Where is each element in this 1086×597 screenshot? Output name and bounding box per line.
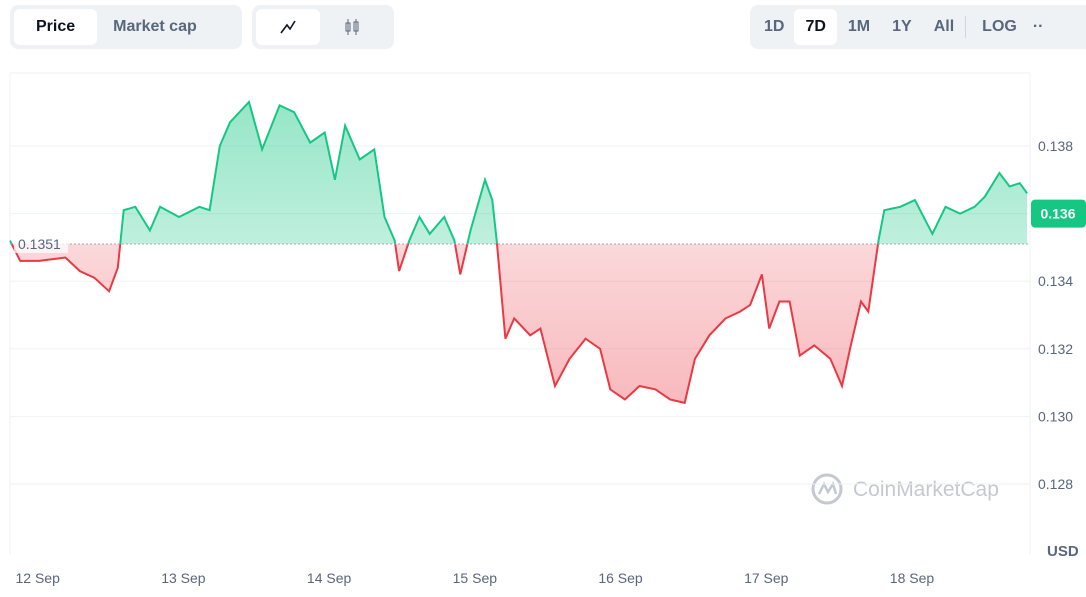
log-button[interactable]: LOG	[982, 18, 1017, 35]
y-tick-label: 0.134	[1038, 273, 1073, 289]
x-tick-label: 17 Sep	[744, 570, 789, 586]
y-tick-label: 0.138	[1038, 138, 1073, 154]
price-button[interactable]: Price	[14, 9, 98, 45]
candle-style-button[interactable]	[320, 9, 384, 45]
current-price-label: 0.136	[1040, 206, 1075, 222]
baseline-label: 0.1351	[18, 236, 61, 252]
watermark-text: CoinMarketCap	[853, 478, 999, 501]
area-down	[11, 244, 879, 403]
range-button[interactable]: All	[933, 18, 955, 35]
x-tick-label: 14 Sep	[307, 570, 352, 586]
price-line-up	[9, 100, 1028, 245]
range-button[interactable]: 1Y	[892, 18, 912, 35]
price-line-down	[10, 244, 880, 405]
y-tick-label: 0.136	[1038, 206, 1073, 222]
divider	[965, 16, 967, 38]
watermark: CoinMarketCap	[811, 473, 999, 505]
y-tick-label: 0.130	[1038, 408, 1073, 424]
x-tick-label: 12 Sep	[15, 570, 60, 586]
current-price-tag	[1031, 199, 1086, 228]
more-button[interactable]: ··	[1032, 18, 1044, 35]
unit-label: USD	[1047, 543, 1079, 560]
style-toggle	[252, 5, 394, 49]
x-tick-label: 15 Sep	[453, 570, 498, 586]
range-toggle: 1D 7D 1M 1Y All LOG ··	[750, 5, 1086, 49]
x-tick-label: 13 Sep	[161, 570, 206, 586]
y-tick-label: 0.132	[1038, 341, 1073, 357]
market-cap-button[interactable]: Market cap	[113, 18, 197, 35]
area-up	[10, 102, 1028, 245]
x-tick-label: 16 Sep	[598, 570, 643, 586]
range-button[interactable]: 1M	[847, 18, 871, 35]
x-tick-label: 18 Sep	[890, 570, 935, 586]
range-button[interactable]: 7D	[794, 9, 837, 45]
kind-toggle: Price Market cap	[10, 5, 242, 49]
range-button[interactable]: 1D	[764, 18, 785, 35]
line-style-button[interactable]	[256, 9, 320, 45]
y-tick-label: 0.128	[1038, 476, 1073, 492]
baseline-label-bg	[14, 233, 68, 254]
